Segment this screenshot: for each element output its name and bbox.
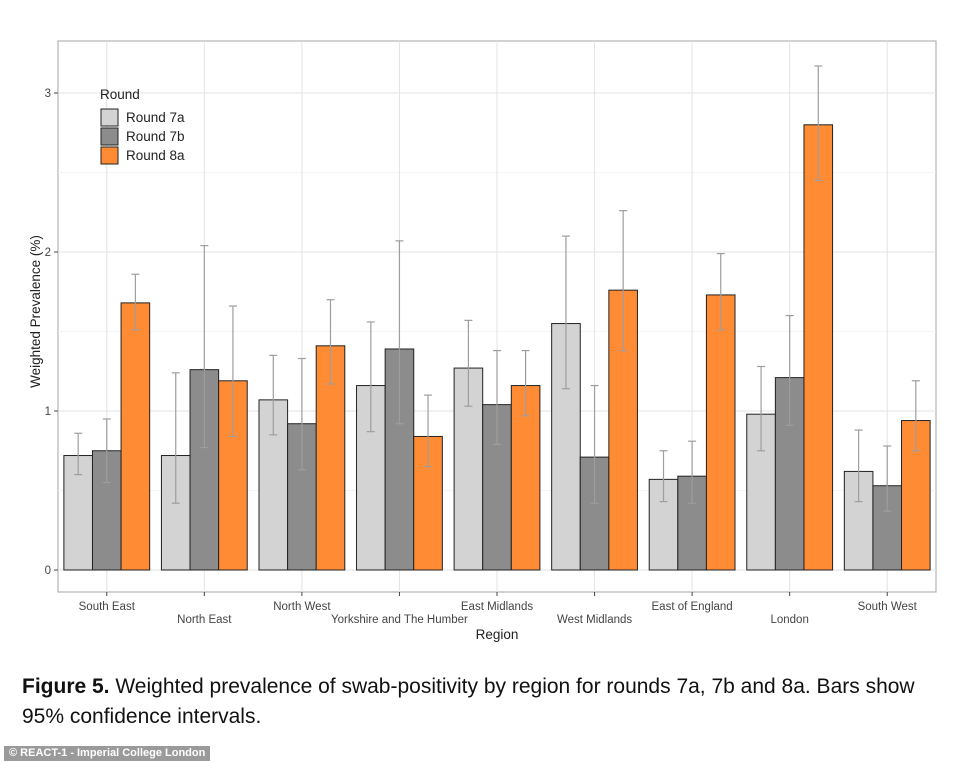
x-tick-label: London	[770, 614, 808, 626]
error-bar	[131, 273, 140, 331]
x-axis-title: Region	[476, 627, 519, 642]
legend-label: Round 7a	[126, 110, 185, 125]
y-tick-label: 0	[45, 565, 51, 577]
bar	[160, 455, 191, 571]
caption-text: Weighted prevalence of swab-positivity b…	[22, 675, 915, 728]
error-bar	[493, 349, 501, 445]
x-tick-label: West Midlands	[557, 614, 632, 626]
error-bar	[297, 357, 306, 471]
error-bar	[883, 445, 892, 512]
legend-label: Round 7b	[126, 129, 185, 144]
error-bar	[590, 384, 599, 504]
figure-caption: Figure 5. Weighted prevalence of swab-po…	[22, 672, 942, 732]
y-tick-label: 1	[45, 406, 51, 418]
error-bar	[395, 240, 404, 425]
x-tick-label: South West	[858, 601, 918, 613]
error-bar	[464, 319, 473, 407]
error-bar	[619, 210, 628, 352]
bar	[803, 124, 834, 571]
x-tick-label: Yorkshire and The Humber	[331, 614, 468, 626]
error-bar	[911, 380, 920, 452]
error-bar	[561, 235, 570, 390]
error-bar	[757, 365, 766, 452]
error-bar	[171, 372, 180, 504]
error-bar	[521, 349, 530, 417]
bar	[705, 294, 736, 571]
legend-swatch	[100, 146, 119, 165]
legend-label: Round 8a	[126, 148, 185, 163]
image-credit: © REACT-1 - Imperial College London	[4, 746, 211, 761]
x-tick-label: North East	[177, 614, 232, 626]
legend-title: Round	[100, 87, 140, 102]
error-bar	[200, 245, 209, 449]
y-axis-title: Weighted Prevalence (%)	[28, 235, 43, 388]
error-bar	[424, 394, 433, 468]
y-tick-label: 3	[45, 88, 51, 100]
error-bar	[814, 65, 823, 182]
legend-swatch	[100, 108, 119, 127]
legend-swatch	[100, 127, 119, 146]
legend: Round Round 7a Round 7b Round 8a	[100, 87, 185, 165]
error-bar	[716, 252, 725, 331]
x-tick-label: North West	[273, 601, 331, 613]
error-bar	[74, 432, 83, 476]
error-bar	[366, 321, 375, 433]
error-bar	[228, 305, 237, 438]
error-bar	[659, 450, 668, 503]
chart: 0 1 2 3 South East North East North WestYorksh…	[28, 40, 937, 642]
error-bar	[269, 354, 278, 436]
error-bar	[326, 299, 335, 385]
caption-label: Figure 5.	[22, 675, 110, 698]
y-tick-label: 2	[45, 247, 51, 259]
bar	[120, 302, 151, 571]
error-bar	[785, 315, 794, 426]
x-tick-label: South East	[79, 601, 136, 613]
error-bar	[688, 440, 697, 504]
x-tick-label: East Midlands	[461, 601, 533, 613]
x-tick-label: East of England	[652, 601, 733, 613]
error-bar	[102, 418, 111, 484]
error-bar	[854, 429, 863, 503]
